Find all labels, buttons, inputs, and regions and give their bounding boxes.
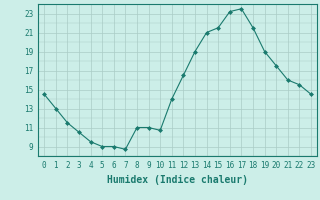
X-axis label: Humidex (Indice chaleur): Humidex (Indice chaleur) [107, 175, 248, 185]
